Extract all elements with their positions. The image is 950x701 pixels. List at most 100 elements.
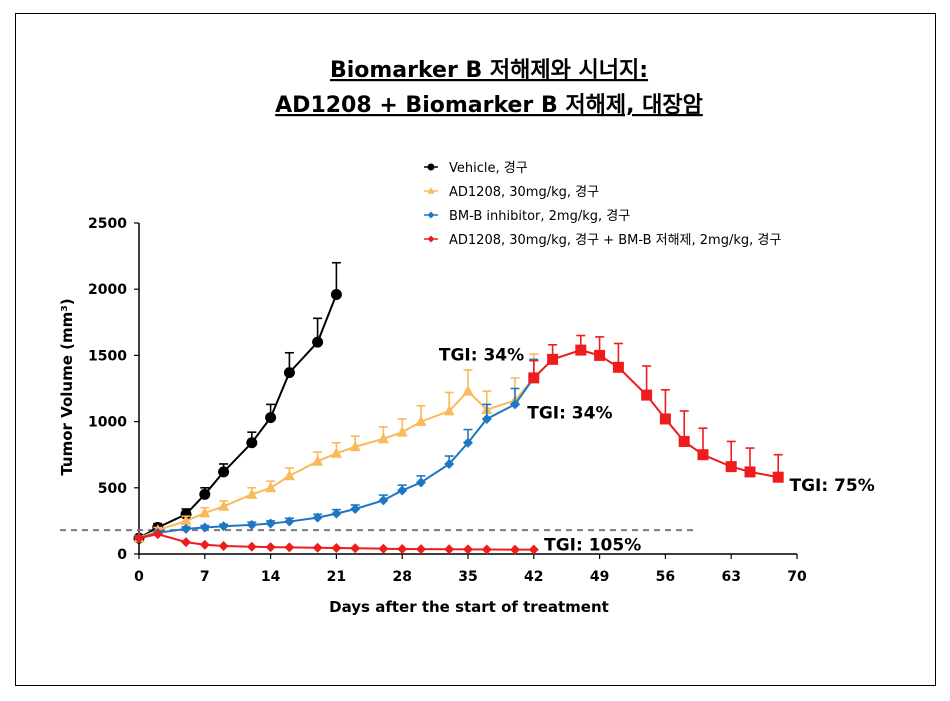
series-4 xyxy=(134,529,539,555)
data-point xyxy=(415,415,427,426)
legend-label: AD1208, 30mg/kg, 경구 + BM-B 저해제, 2mg/kg, … xyxy=(449,233,781,248)
x-tick-label: 21 xyxy=(327,569,346,585)
data-point xyxy=(218,541,229,552)
data-point xyxy=(180,514,192,526)
data-point xyxy=(481,544,492,555)
data-point xyxy=(199,506,211,518)
x-tick-label: 42 xyxy=(524,569,543,585)
x-tick-label: 0 xyxy=(134,569,144,585)
data-point xyxy=(331,508,342,519)
y-tick-label: 1500 xyxy=(88,348,127,364)
data-point xyxy=(697,449,709,461)
data-point xyxy=(397,543,408,554)
data-point xyxy=(416,544,426,555)
data-point xyxy=(265,542,276,553)
x-tick-label: 49 xyxy=(590,569,609,585)
series-group xyxy=(133,261,784,555)
y-axis-label: Tumor Volume (mm³) xyxy=(58,298,76,475)
y-tick-label: 0 xyxy=(117,547,127,563)
data-point xyxy=(463,544,473,555)
data-point xyxy=(350,543,361,554)
data-point xyxy=(199,539,210,550)
data-point xyxy=(678,435,690,447)
data-point xyxy=(265,518,276,529)
legend-label: BM-B inhibitor, 2mg/kg, 경구 xyxy=(449,209,630,224)
data-point xyxy=(427,235,435,243)
data-point xyxy=(265,412,277,424)
x-axis-label: Days after the start of treatment xyxy=(329,598,609,616)
legend: Vehicle, 경구 AD1208, 30mg/kg, 경구 BM-B inhib… xyxy=(424,161,781,248)
data-point xyxy=(396,426,408,437)
data-point xyxy=(349,440,361,452)
data-point xyxy=(350,503,361,514)
legend-label: Vehicle, 경구 xyxy=(449,161,528,176)
data-point xyxy=(444,544,455,555)
x-tick-label: 70 xyxy=(787,569,807,585)
data-point xyxy=(594,349,606,361)
y-tick-label: 2500 xyxy=(88,216,127,232)
axes: 0 500 1000 1500 2000 2500 0 7 14 21 28 35 42 49 56 63 70 xyxy=(60,216,807,585)
tgi-annotation: TGI: 34% xyxy=(527,403,612,423)
x-tick-label: 63 xyxy=(721,569,740,585)
legend-item: Vehicle, 경구 xyxy=(424,161,528,176)
tgi-annotation: TGI: 105% xyxy=(544,536,641,556)
data-point xyxy=(427,187,435,194)
tgi-annotation: TGI: 34% xyxy=(439,346,524,366)
data-point xyxy=(510,544,520,555)
data-point xyxy=(378,543,389,554)
x-tick-label: 14 xyxy=(261,569,281,585)
data-point xyxy=(481,413,492,424)
x-tick-label: 56 xyxy=(656,569,675,585)
data-point xyxy=(181,537,191,548)
data-point xyxy=(283,469,295,481)
data-point xyxy=(462,385,474,396)
data-point xyxy=(427,211,435,219)
data-point xyxy=(284,542,295,553)
data-point xyxy=(283,367,295,379)
data-point xyxy=(427,163,435,171)
data-point xyxy=(331,543,342,554)
data-point xyxy=(199,488,211,500)
legend-item: AD1208, 30mg/kg, 경구 + BM-B 저해제, 2mg/kg, … xyxy=(424,233,781,248)
x-tick-label: 35 xyxy=(458,569,477,585)
tgi-annotation: TGI: 75% xyxy=(789,476,874,496)
chart-frame xyxy=(15,13,936,686)
chart-title-line-2: AD1208 + Biomarker B 저해제, 대장암 xyxy=(275,93,703,118)
data-point xyxy=(218,500,230,511)
data-point xyxy=(218,466,230,478)
data-point xyxy=(265,481,277,493)
data-point xyxy=(575,344,587,356)
legend-label: AD1208, 30mg/kg, 경구 xyxy=(449,185,599,200)
series-1 xyxy=(133,261,342,544)
data-point xyxy=(246,488,258,499)
data-point xyxy=(246,437,258,449)
data-point xyxy=(312,512,323,523)
data-point xyxy=(284,516,295,527)
data-point xyxy=(659,413,671,425)
data-point xyxy=(330,288,342,300)
y-tick-label: 500 xyxy=(98,481,127,497)
data-point xyxy=(463,437,473,448)
data-point xyxy=(378,495,389,506)
series-line xyxy=(138,294,338,539)
data-point xyxy=(246,541,257,552)
data-point xyxy=(152,529,163,540)
data-point xyxy=(199,522,210,533)
data-point xyxy=(510,399,520,410)
annotations: TGI: 34% TGI: 34% TGI: 75% TGI: 105% xyxy=(439,346,875,556)
data-point xyxy=(725,461,737,473)
data-point xyxy=(444,458,455,469)
data-point xyxy=(443,404,455,416)
data-point xyxy=(134,533,144,544)
legend-item: BM-B inhibitor, 2mg/kg, 경구 xyxy=(424,209,630,224)
data-point xyxy=(246,519,257,530)
chart-title-line-1: Biomarker B 저해제와 시너지: xyxy=(330,58,648,83)
data-point xyxy=(312,336,324,348)
data-point xyxy=(377,432,389,444)
data-point xyxy=(612,361,624,373)
series-5 xyxy=(528,334,784,483)
data-point xyxy=(528,372,540,384)
y-tick-label: 1000 xyxy=(88,415,127,431)
data-point xyxy=(744,466,756,478)
